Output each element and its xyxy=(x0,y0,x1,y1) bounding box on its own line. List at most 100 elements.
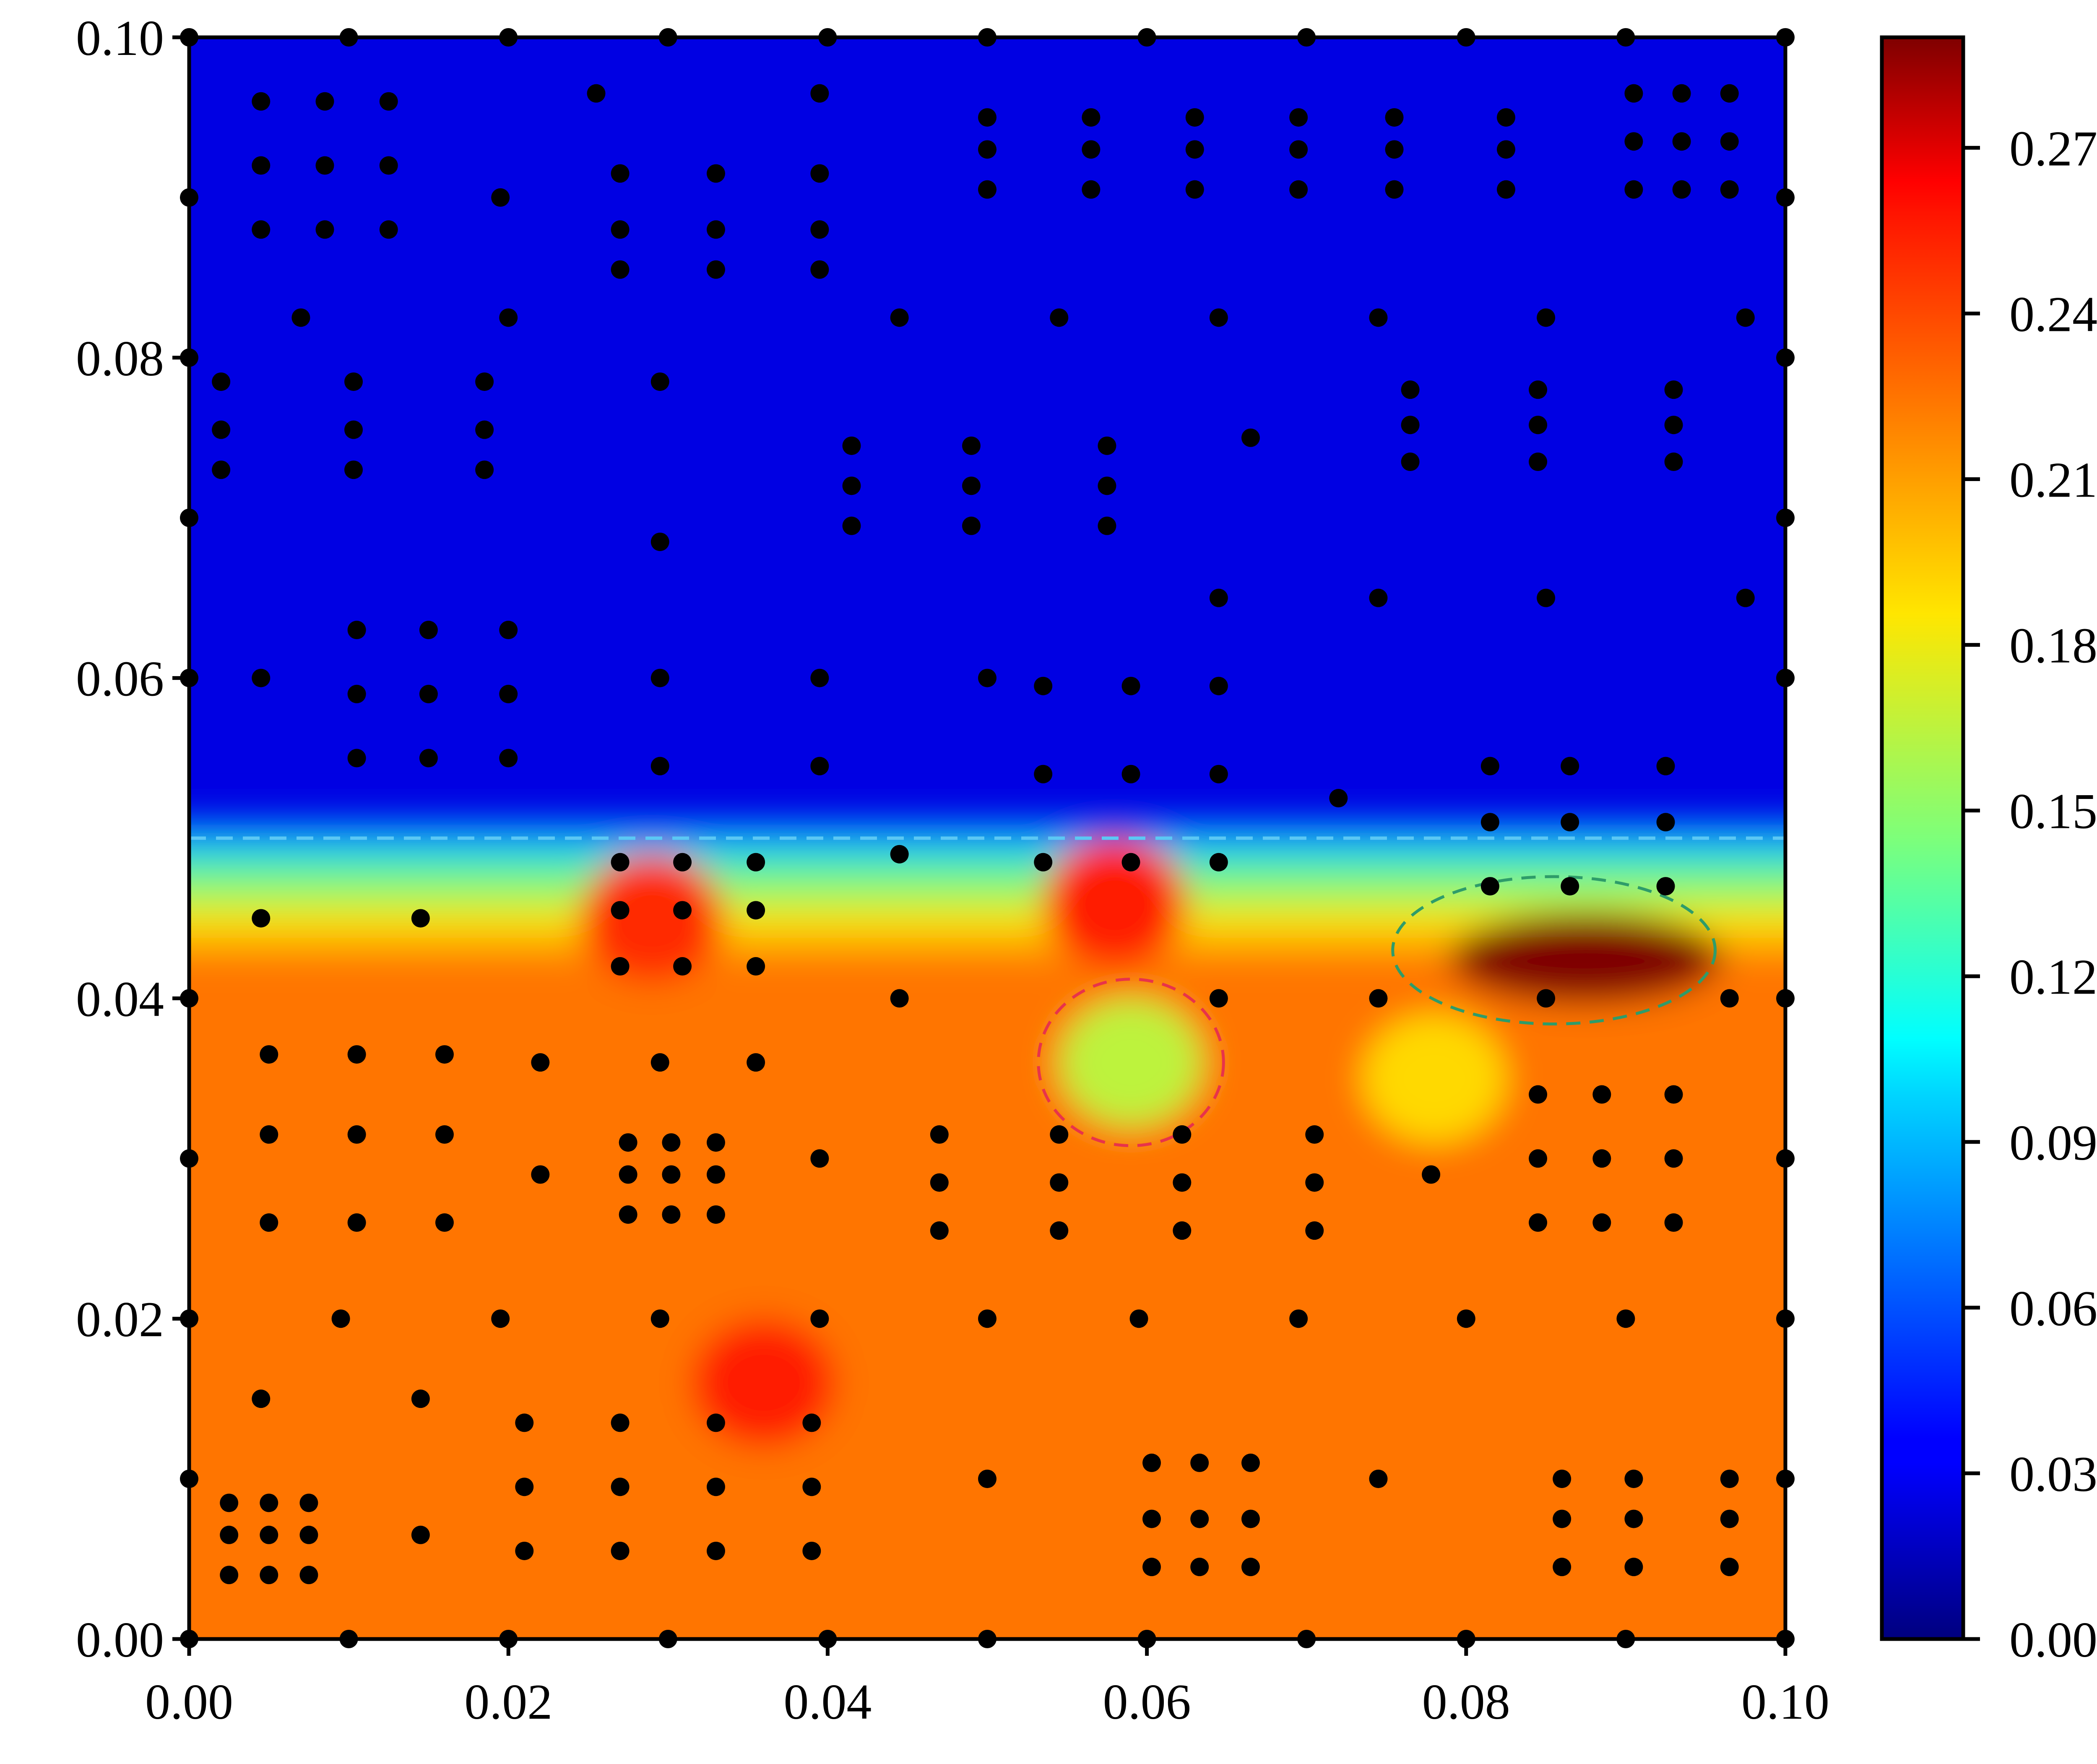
sample-point xyxy=(1496,108,1515,127)
sample-point xyxy=(619,1165,637,1184)
sample-point xyxy=(1209,676,1228,695)
sample-point xyxy=(1537,308,1556,327)
sample-point xyxy=(299,1566,318,1584)
hotspot-2 xyxy=(580,854,724,983)
sample-point xyxy=(747,957,765,976)
sample-point xyxy=(1173,1173,1192,1192)
sample-point xyxy=(299,1525,318,1544)
sample-point xyxy=(706,164,725,183)
sample-point xyxy=(1098,476,1116,495)
colorbar: 0.00 0.03 0.06 0.09 0.12 0.15 0.18 0.21 0.24 0.27 xyxy=(1880,35,2097,1668)
sample-point xyxy=(1082,180,1101,199)
sample-point xyxy=(706,1478,725,1496)
x-tick-label: 0.00 xyxy=(145,1674,233,1730)
sample-point xyxy=(1664,1213,1683,1232)
sample-point xyxy=(1529,416,1548,434)
sample-point xyxy=(344,420,363,439)
colorbar-tick-label: 0.03 xyxy=(2009,1446,2097,1502)
sample-point xyxy=(1385,180,1404,199)
sample-point xyxy=(1553,1509,1571,1528)
sample-point xyxy=(1720,84,1739,103)
sample-point xyxy=(673,901,692,920)
sample-point xyxy=(1624,1558,1643,1577)
sample-point xyxy=(1369,989,1388,1008)
sample-point xyxy=(347,621,366,640)
sample-point xyxy=(344,461,363,479)
sample-point xyxy=(1664,416,1683,434)
sample-point xyxy=(252,220,271,239)
sample-point xyxy=(252,669,271,687)
sample-point xyxy=(930,1221,949,1240)
sample-point xyxy=(650,532,669,551)
sample-point xyxy=(706,1133,725,1152)
sample-point xyxy=(1720,1470,1739,1488)
sample-point xyxy=(1664,453,1683,471)
sample-point xyxy=(1209,308,1228,327)
sample-point xyxy=(379,92,398,111)
sample-point xyxy=(475,420,494,439)
sample-point xyxy=(475,372,494,391)
sample-point xyxy=(650,1309,669,1328)
sample-point xyxy=(331,1309,350,1328)
sample-point xyxy=(802,1478,821,1496)
sample-point xyxy=(1241,1453,1260,1472)
sample-point xyxy=(1422,1165,1441,1184)
y-tick-label: 0.00 xyxy=(76,1612,164,1668)
sample-point xyxy=(220,1493,239,1512)
sample-point xyxy=(1142,1558,1161,1577)
colorbar-tick-label: 0.21 xyxy=(2009,452,2097,508)
colorbar-tick-label: 0.06 xyxy=(2009,1280,2097,1336)
x-tick-label: 0.02 xyxy=(464,1674,552,1730)
sample-point xyxy=(1624,84,1643,103)
sample-point xyxy=(1385,140,1404,159)
sample-point xyxy=(1121,765,1140,783)
sample-point xyxy=(842,436,861,455)
sample-point xyxy=(1034,765,1053,783)
sample-point xyxy=(1185,140,1204,159)
sample-point xyxy=(810,84,829,103)
sample-point xyxy=(706,220,725,239)
sample-point xyxy=(475,461,494,479)
sample-point xyxy=(252,1389,271,1408)
sample-point xyxy=(1241,1558,1260,1577)
sample-point xyxy=(1537,989,1556,1008)
sample-point xyxy=(978,180,996,199)
coolspot-4 xyxy=(1059,998,1203,1127)
sample-point xyxy=(619,1205,637,1224)
sample-point xyxy=(260,1525,278,1544)
sample-point xyxy=(1401,453,1420,471)
sample-point xyxy=(1592,1085,1611,1104)
colorbar-tick-label: 0.12 xyxy=(2009,949,2097,1005)
sample-point xyxy=(1129,1309,1148,1328)
sample-point xyxy=(299,1493,318,1512)
sample-point xyxy=(810,260,829,279)
sample-point xyxy=(1656,813,1675,832)
sample-point xyxy=(1305,1125,1324,1144)
sample-point xyxy=(1185,180,1204,199)
sample-point xyxy=(1209,765,1228,783)
sample-point xyxy=(1289,180,1308,199)
sample-point xyxy=(978,108,996,127)
sample-point xyxy=(435,1045,454,1064)
sample-point xyxy=(611,260,630,279)
sample-point xyxy=(890,308,909,327)
sample-point xyxy=(706,1413,725,1432)
sample-point xyxy=(706,1205,725,1224)
sample-point xyxy=(611,220,630,239)
sample-point xyxy=(252,92,271,111)
sample-point xyxy=(1050,1125,1069,1144)
sample-point xyxy=(1142,1509,1161,1528)
sample-point xyxy=(1720,180,1739,199)
sample-point xyxy=(611,1413,630,1432)
sample-point xyxy=(1241,428,1260,447)
sample-point xyxy=(1656,757,1675,775)
sample-point xyxy=(978,1309,996,1328)
sample-point xyxy=(252,156,271,175)
sample-point xyxy=(260,1493,278,1512)
sample-point xyxy=(1209,989,1228,1008)
sample-point xyxy=(930,1125,949,1144)
hotspot-0 xyxy=(1450,913,1722,1003)
sample-point xyxy=(515,1541,534,1560)
sample-point xyxy=(1082,140,1101,159)
